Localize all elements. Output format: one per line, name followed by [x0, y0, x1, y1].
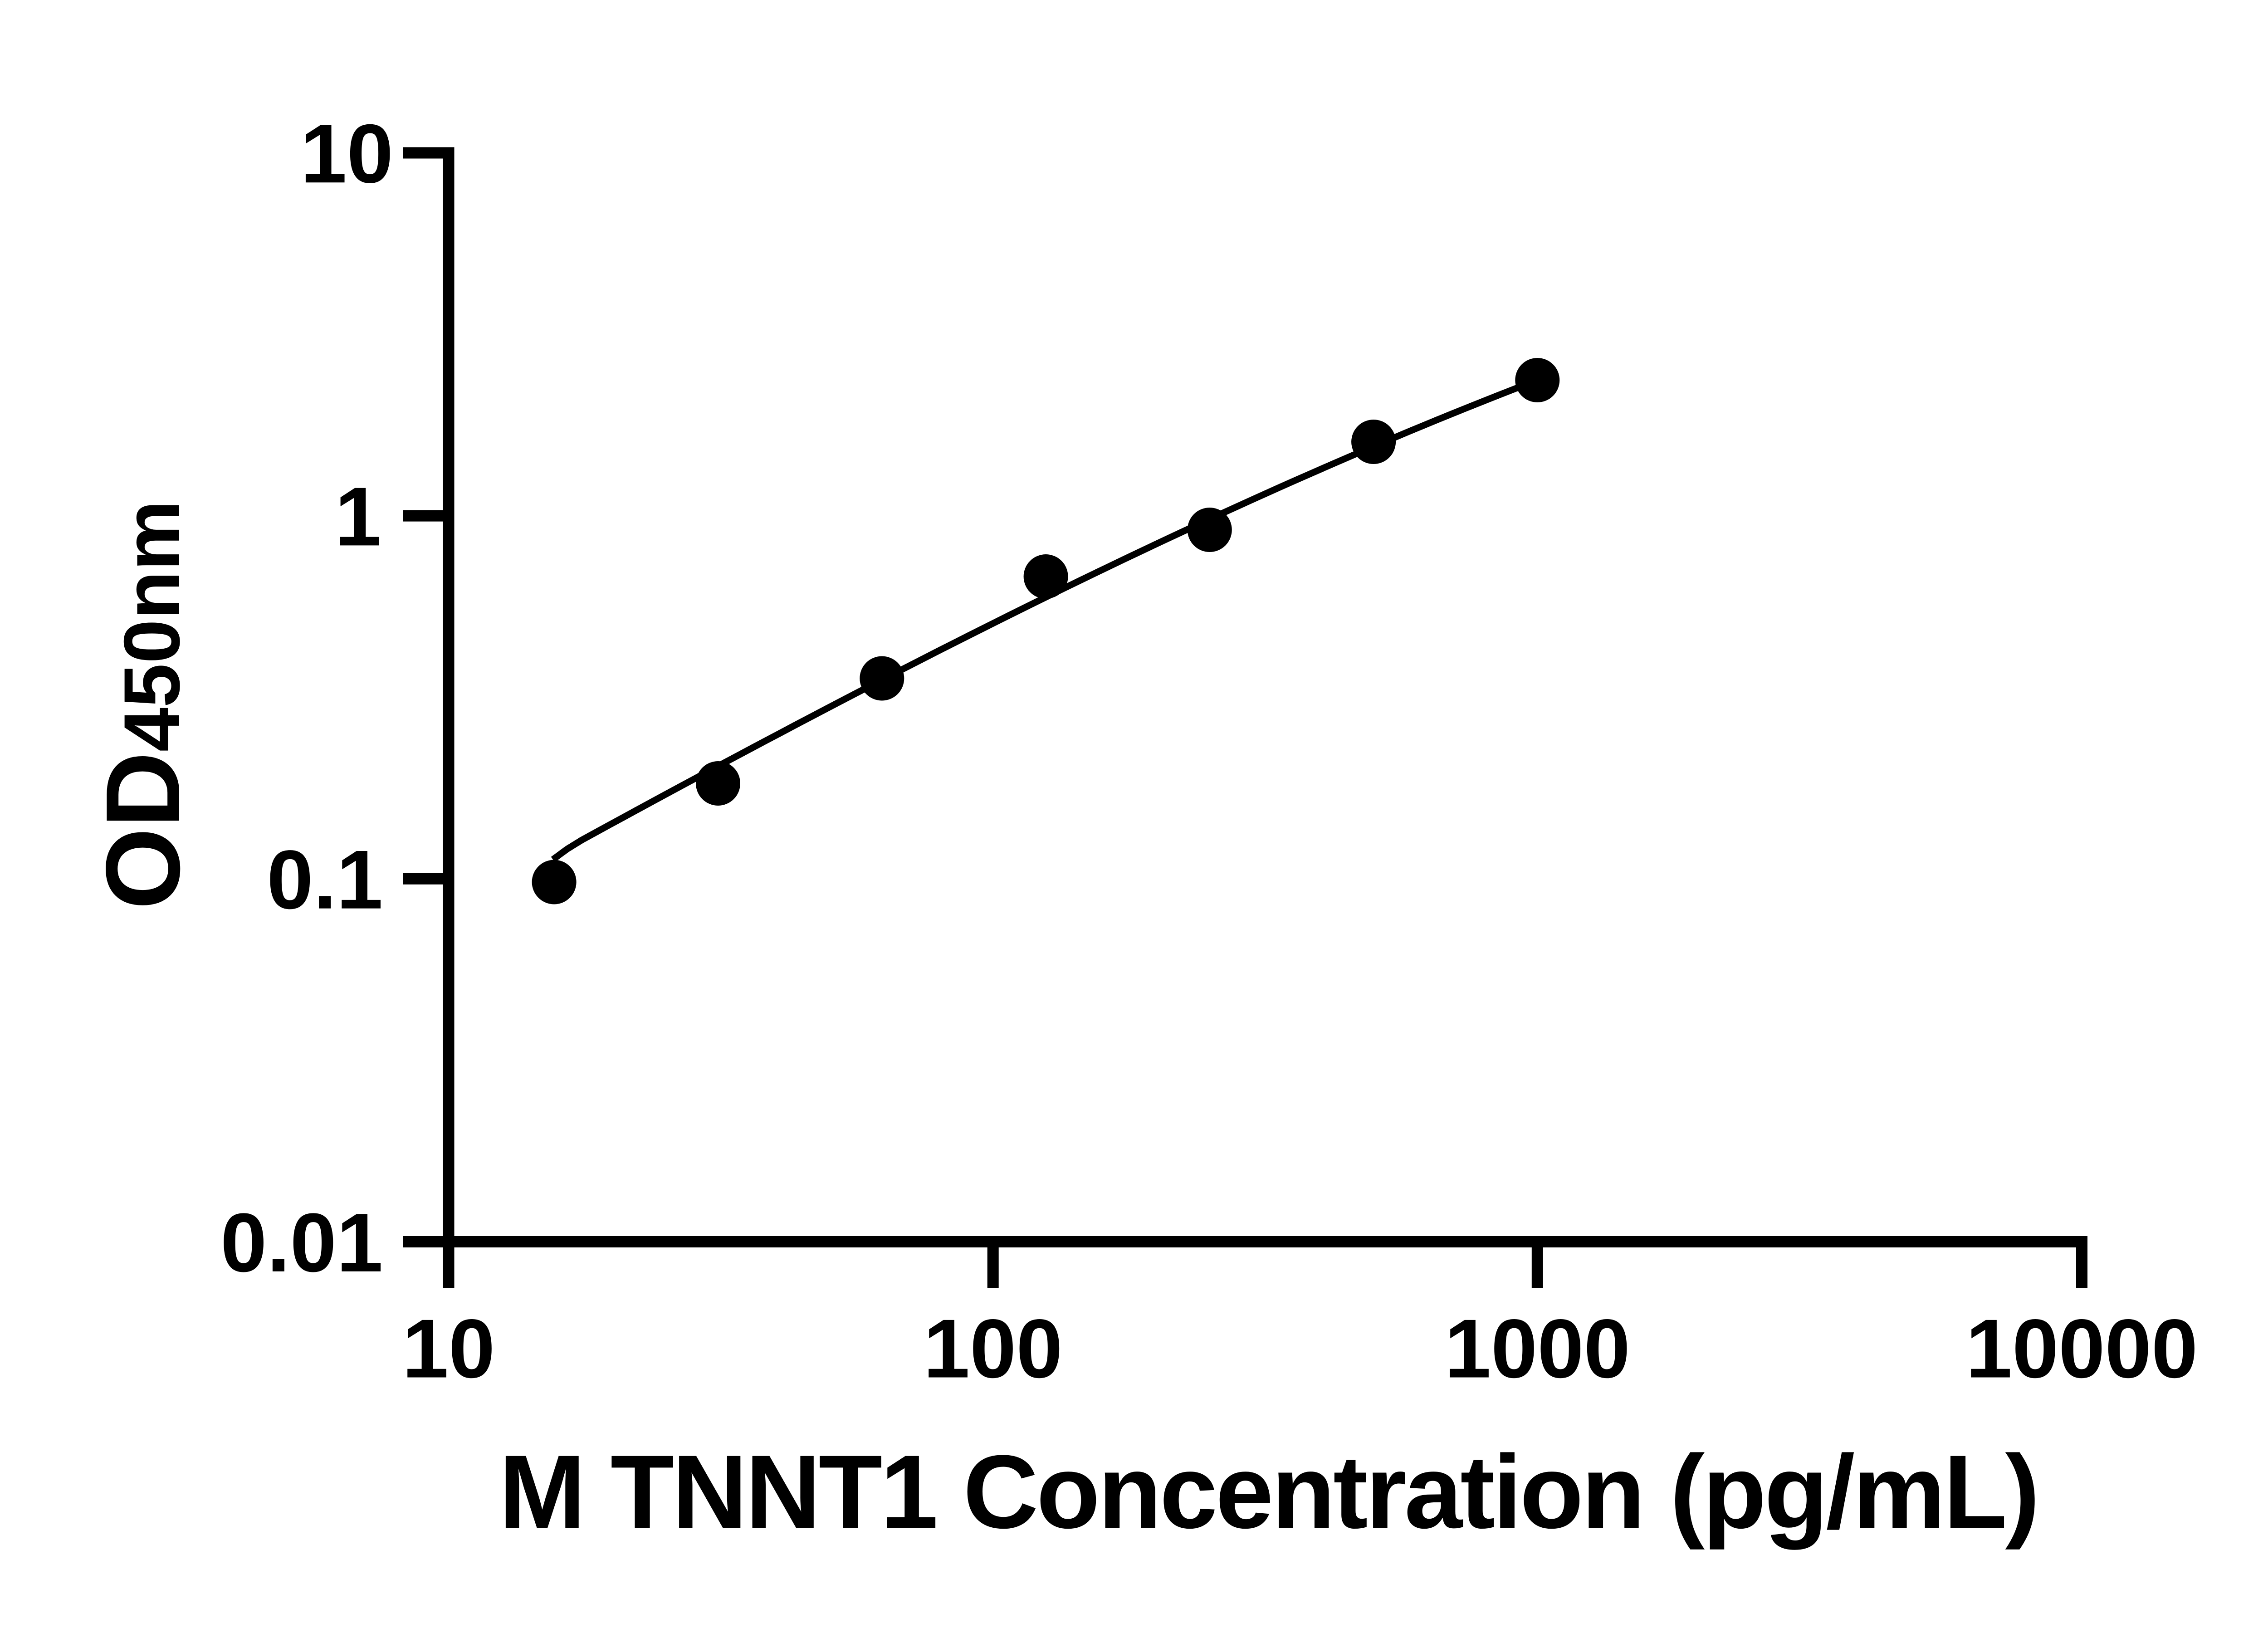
svg-text:1000: 1000: [1445, 1302, 1630, 1395]
svg-text:10: 10: [402, 1302, 495, 1395]
svg-text:10: 10: [300, 107, 393, 200]
svg-text:0.1: 0.1: [267, 833, 383, 926]
svg-text:0.01: 0.01: [220, 1196, 383, 1289]
svg-text:1: 1: [335, 469, 381, 563]
svg-text:100: 100: [924, 1302, 1063, 1395]
svg-text:10000: 10000: [1966, 1302, 2198, 1395]
svg-text:OD450nm: OD450nm: [84, 500, 202, 909]
svg-text:M TNNT1 Concentration (pg/mL): M TNNT1 Concentration (pg/mL): [499, 1433, 2038, 1550]
